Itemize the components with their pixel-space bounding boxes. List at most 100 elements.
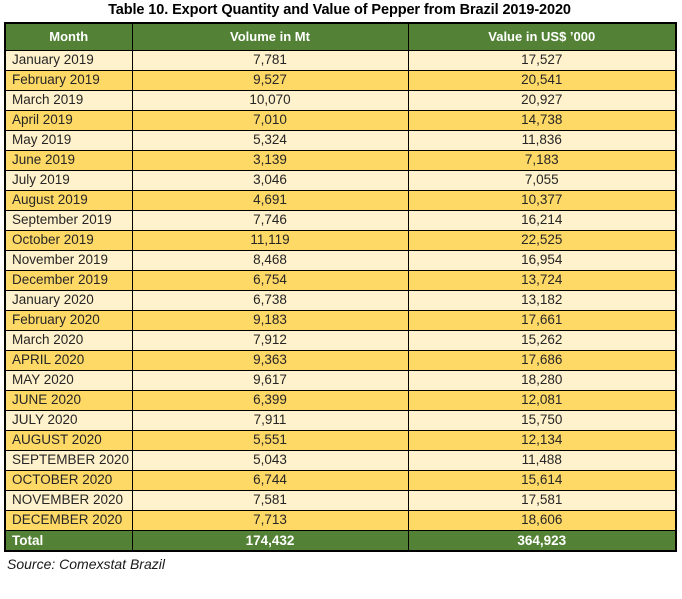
month-cell: APRIL 2020 (4, 349, 133, 371)
value-cell: 7,055 (407, 169, 677, 191)
table-row: DECEMBER 2020 7,713 18,606 (4, 509, 677, 531)
table-row: September 2019 7,746 16,214 (4, 209, 677, 231)
month-cell: March 2020 (4, 329, 133, 351)
table-row: January 2020 6,738 13,182 (4, 289, 677, 311)
volume-cell: 7,781 (131, 49, 409, 71)
value-cell: 7,183 (407, 149, 677, 171)
table-row: NOVEMBER 2020 7,581 17,581 (4, 489, 677, 511)
value-cell: 17,527 (407, 49, 677, 71)
month-cell: OCTOBER 2020 (4, 469, 133, 491)
table-row: July 2019 3,046 7,055 (4, 169, 677, 191)
month-cell: DECEMBER 2020 (4, 509, 133, 531)
volume-cell: 7,911 (131, 409, 409, 431)
month-cell: January 2020 (4, 289, 133, 311)
table-row: October 2019 11,119 22,525 (4, 229, 677, 251)
value-cell: 13,182 (407, 289, 677, 311)
month-cell: January 2019 (4, 49, 133, 71)
month-cell: April 2019 (4, 109, 133, 131)
value-cell: 15,262 (407, 329, 677, 351)
month-cell: SEPTEMBER 2020 (4, 449, 133, 471)
column-header-value: Value in US$ ’000 (407, 22, 677, 51)
table-row: December 2019 6,754 13,724 (4, 269, 677, 291)
source-note: Source: Comexstat Brazil (7, 556, 165, 572)
table-row: OCTOBER 2020 6,744 15,614 (4, 469, 677, 491)
table-row: APRIL 2020 9,363 17,686 (4, 349, 677, 371)
volume-cell: 7,010 (131, 109, 409, 131)
month-cell: October 2019 (4, 229, 133, 251)
table-row: March 2019 10,070 20,927 (4, 89, 677, 111)
column-header-month: Month (4, 22, 133, 51)
month-cell: September 2019 (4, 209, 133, 231)
month-cell: July 2019 (4, 169, 133, 191)
volume-cell: 5,043 (131, 449, 409, 471)
value-cell: 18,606 (407, 509, 677, 531)
value-cell: 20,541 (407, 69, 677, 91)
table-row: May 2019 5,324 11,836 (4, 129, 677, 151)
volume-cell: 10,070 (131, 89, 409, 111)
month-cell: AUGUST 2020 (4, 429, 133, 451)
value-cell: 15,750 (407, 409, 677, 431)
value-cell: 16,954 (407, 249, 677, 271)
month-cell: May 2019 (4, 129, 133, 151)
value-cell: 11,836 (407, 129, 677, 151)
volume-cell: 7,746 (131, 209, 409, 231)
table-row: AUGUST 2020 5,551 12,134 (4, 429, 677, 451)
page: Table 10. Export Quantity and Value of P… (4, 2, 677, 572)
value-cell: 16,214 (407, 209, 677, 231)
volume-cell: 6,744 (131, 469, 409, 491)
table-row: March 2020 7,912 15,262 (4, 329, 677, 351)
table-row: February 2019 9,527 20,541 (4, 69, 677, 91)
volume-cell: 7,713 (131, 509, 409, 531)
month-cell: MAY 2020 (4, 369, 133, 391)
table-row: April 2019 7,010 14,738 (4, 109, 677, 131)
header-row: Month Volume in Mt Value in US$ ’000 (4, 22, 677, 51)
table-title: Table 10. Export Quantity and Value of P… (108, 2, 571, 18)
total-value-cell: 364,923 (407, 529, 677, 552)
table-row: JUNE 2020 6,399 12,081 (4, 389, 677, 411)
month-cell: February 2019 (4, 69, 133, 91)
table-body: January 2019 7,781 17,527 February 2019 9,52… (4, 49, 677, 531)
value-cell: 22,525 (407, 229, 677, 251)
value-cell: 12,134 (407, 429, 677, 451)
total-volume-cell: 174,432 (131, 529, 409, 552)
month-cell: JULY 2020 (4, 409, 133, 431)
volume-cell: 3,139 (131, 149, 409, 171)
value-cell: 11,488 (407, 449, 677, 471)
total-label: Total (4, 529, 133, 552)
value-cell: 17,686 (407, 349, 677, 371)
value-cell: 15,614 (407, 469, 677, 491)
table-row: June 2019 3,139 7,183 (4, 149, 677, 171)
month-cell: December 2019 (4, 269, 133, 291)
table-footer: Total 174,432 364,923 (4, 529, 677, 552)
value-cell: 20,927 (407, 89, 677, 111)
month-cell: August 2019 (4, 189, 133, 211)
volume-cell: 6,399 (131, 389, 409, 411)
volume-cell: 9,183 (131, 309, 409, 331)
table-row: SEPTEMBER 2020 5,043 11,488 (4, 449, 677, 471)
volume-cell: 7,912 (131, 329, 409, 351)
total-row: Total 174,432 364,923 (4, 529, 677, 552)
table-row: MAY 2020 9,617 18,280 (4, 369, 677, 391)
month-cell: NOVEMBER 2020 (4, 489, 133, 511)
volume-cell: 9,527 (131, 69, 409, 91)
value-cell: 17,581 (407, 489, 677, 511)
value-cell: 12,081 (407, 389, 677, 411)
volume-cell: 11,119 (131, 229, 409, 251)
month-cell: November 2019 (4, 249, 133, 271)
table-row: February 2020 9,183 17,661 (4, 309, 677, 331)
value-cell: 10,377 (407, 189, 677, 211)
table-header: Month Volume in Mt Value in US$ ’000 (4, 22, 677, 51)
volume-cell: 6,754 (131, 269, 409, 291)
volume-cell: 5,324 (131, 129, 409, 151)
table-row: January 2019 7,781 17,527 (4, 49, 677, 71)
volume-cell: 3,046 (131, 169, 409, 191)
value-cell: 17,661 (407, 309, 677, 331)
table-row: JULY 2020 7,911 15,750 (4, 409, 677, 431)
month-cell: JUNE 2020 (4, 389, 133, 411)
volume-cell: 4,691 (131, 189, 409, 211)
export-table: Month Volume in Mt Value in US$ ’000 Jan… (4, 22, 677, 552)
volume-cell: 9,617 (131, 369, 409, 391)
value-cell: 14,738 (407, 109, 677, 131)
volume-cell: 5,551 (131, 429, 409, 451)
month-cell: March 2019 (4, 89, 133, 111)
